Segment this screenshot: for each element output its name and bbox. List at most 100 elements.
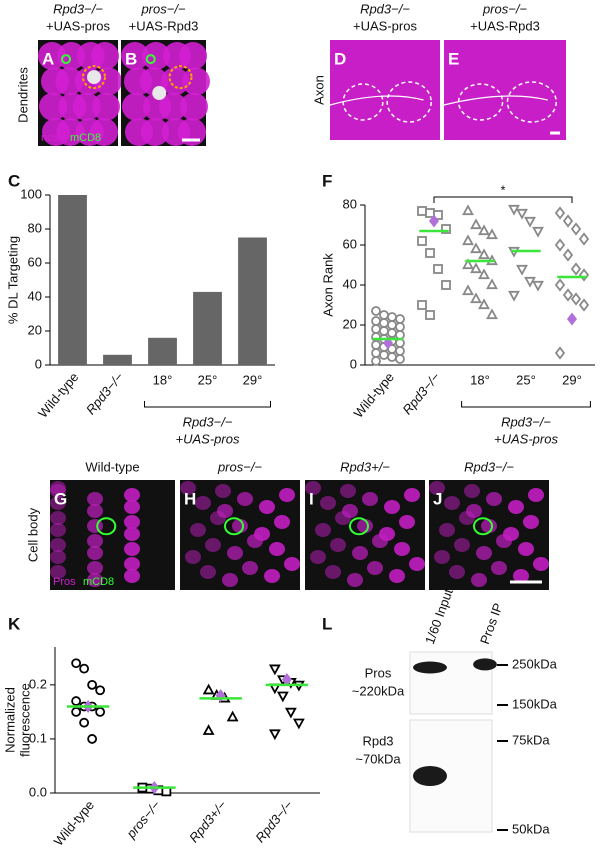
nucleus: [491, 561, 507, 575]
region: [506, 81, 557, 123]
blot-band: [413, 661, 447, 674]
nucleus: [87, 573, 103, 587]
cell-outline: [96, 517, 117, 536]
y-tick-label: 0.0: [29, 784, 47, 799]
x-tick-label: pros−/−: [123, 797, 164, 841]
glomerulus: [182, 67, 210, 96]
data-point: [508, 290, 520, 302]
region: [457, 83, 504, 121]
nucleus: [434, 550, 450, 564]
data-point: [268, 664, 281, 676]
nucleus: [315, 523, 331, 537]
nucleus: [362, 492, 378, 506]
data-point: [371, 340, 381, 350]
data-point: [371, 348, 381, 358]
nucleus: [237, 492, 253, 506]
data-point: [478, 224, 490, 236]
neuron: [87, 70, 101, 85]
glomerulus: [72, 92, 101, 121]
glomerulus: [90, 118, 118, 146]
row-label: Dendrites: [15, 67, 30, 123]
data-point: [417, 300, 427, 310]
data-point: [202, 683, 215, 695]
y-tick-label: 60: [28, 254, 42, 269]
data-point: [516, 264, 528, 276]
y-tick-label: 0.2: [29, 676, 47, 691]
data-point: [524, 276, 536, 288]
glomerulus: [122, 92, 150, 121]
nucleus: [310, 550, 326, 564]
panel-letter: E: [448, 49, 459, 68]
nucleus: [124, 569, 140, 583]
data-point: [554, 278, 566, 292]
group-bracket: [144, 401, 271, 408]
target-circle: [82, 65, 106, 90]
data-point: [95, 706, 106, 717]
ladder-label: 50kDa: [512, 821, 550, 836]
bar: [58, 195, 87, 365]
data-point: [462, 258, 474, 270]
data-point: [554, 238, 566, 252]
nucleus: [389, 569, 405, 583]
nucleus: [124, 527, 140, 541]
data-point: [95, 685, 106, 696]
x-tick-label: Wild-type: [51, 797, 97, 848]
data-point: [433, 264, 443, 274]
y-tick-label: 100: [20, 186, 42, 201]
data-point: [470, 262, 482, 274]
y-tick-label: 40: [28, 288, 42, 303]
data-point: [276, 691, 289, 703]
blot-band: [473, 658, 497, 671]
nucleus: [124, 500, 140, 514]
highlight-point: [429, 214, 439, 228]
y-axis-label: % DL Targeting: [5, 236, 20, 324]
glomerulus: [38, 42, 66, 70]
nucleus: [330, 538, 346, 552]
y-tick-label: 0: [350, 356, 357, 371]
micrograph-content: [443, 40, 566, 140]
x-tick-label: 29°: [562, 372, 582, 387]
data-point: [562, 288, 574, 302]
nucleus: [195, 496, 211, 510]
data-point: [425, 248, 435, 258]
data-point: [371, 324, 381, 334]
data-point: [578, 298, 590, 312]
nucleus: [50, 496, 66, 510]
nucleus: [222, 573, 238, 587]
nucleus: [124, 515, 140, 529]
nucleus: [210, 511, 226, 525]
nucleus: [259, 500, 275, 514]
glomerulus: [94, 67, 122, 96]
data-point: [570, 262, 582, 276]
nucleus: [367, 561, 383, 575]
nucleus: [508, 500, 524, 514]
tissue: [330, 40, 440, 140]
y-tick-label: 40: [343, 276, 357, 291]
target-circle: [168, 65, 193, 90]
data-point: [202, 724, 215, 735]
nucleus: [50, 511, 66, 525]
data-point: [462, 284, 474, 296]
panel-heading: +UAS-pros: [353, 18, 417, 33]
panel-heading: pros−/−: [482, 1, 527, 16]
data-point: [441, 280, 451, 290]
panel-heading: +UAS-pros: [46, 18, 110, 33]
nucleus: [409, 557, 425, 571]
highlight-point: [567, 312, 577, 326]
data-point: [379, 350, 389, 360]
lane-label: Pros IP: [477, 601, 506, 646]
nucleus: [464, 484, 480, 498]
nucleus: [444, 496, 460, 510]
size-label: ~220kDa: [352, 683, 405, 698]
nucleus: [454, 538, 470, 552]
x-tick-label: 18°: [470, 372, 490, 387]
panel-heading: +UAS-Rpd3: [470, 18, 540, 33]
bar: [148, 337, 177, 365]
panel-letter: B: [125, 49, 137, 68]
x-tick-label: Rpd3+/−: [186, 797, 230, 845]
data-point: [379, 326, 389, 336]
significance-label: *: [500, 182, 505, 197]
group-label: +UAS-pros: [494, 431, 558, 446]
y-tick-label: 0.1: [29, 730, 47, 745]
nucleus: [87, 504, 103, 518]
